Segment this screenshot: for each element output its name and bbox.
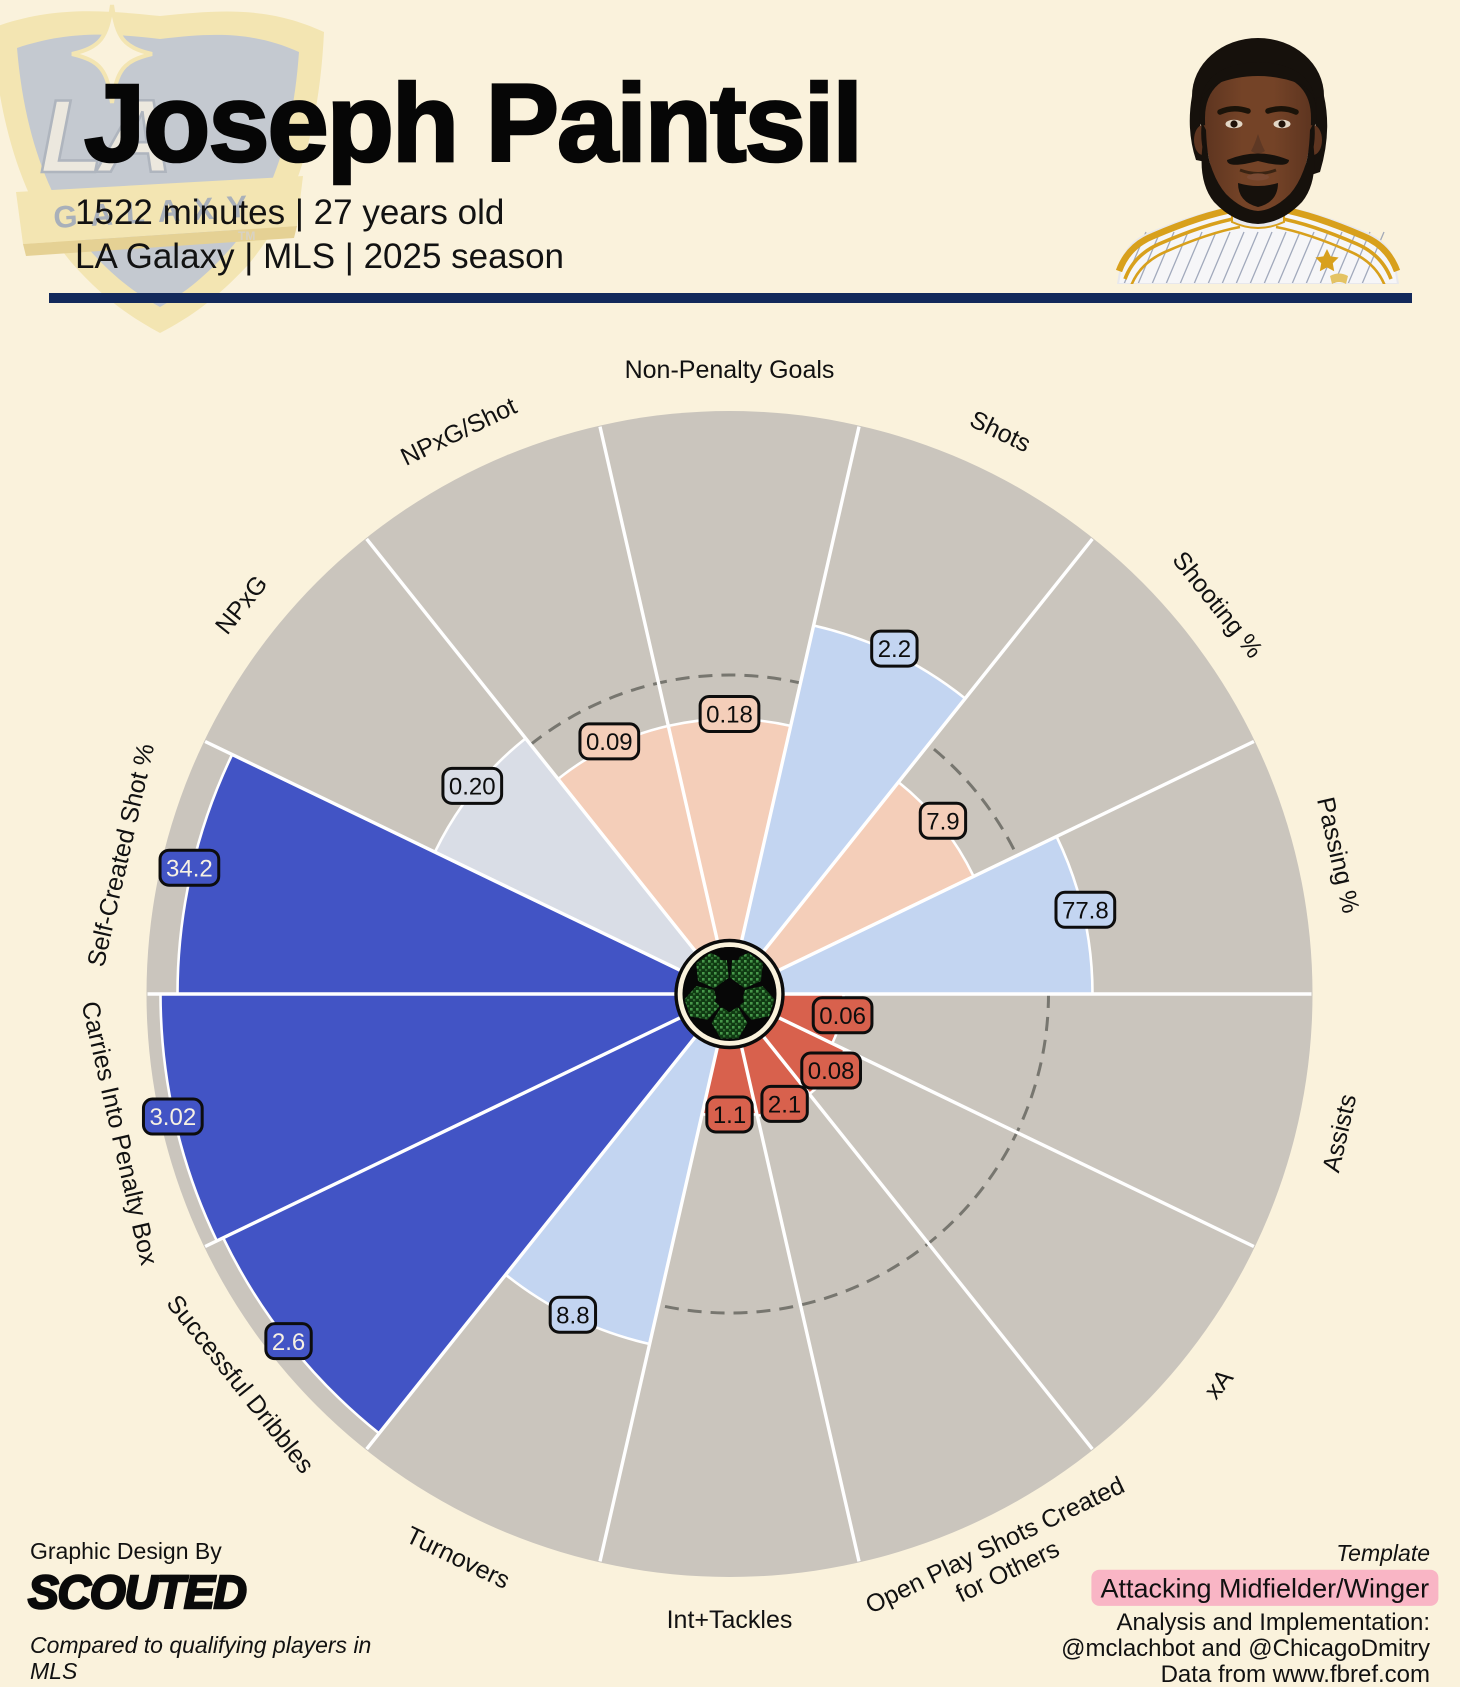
svg-text:Analysis and Implementation:: Analysis and Implementation: [1117,1609,1431,1636]
svg-text:SCOUTED: SCOUTED [28,1566,246,1618]
svg-text:Data from www.fbref.com: Data from www.fbref.com [1161,1661,1430,1687]
svg-text:2.6: 2.6 [272,1329,305,1356]
svg-text:34.2: 34.2 [166,855,213,882]
svg-text:1522 minutes | 27 years old: 1522 minutes | 27 years old [75,193,504,232]
svg-text:L: L [40,79,104,195]
svg-text:TM: TM [238,229,255,243]
svg-text:7.9: 7.9 [926,808,959,835]
svg-text:2.2: 2.2 [878,636,911,663]
svg-text:0.09: 0.09 [586,729,633,756]
svg-text:Int+Tackles: Int+Tackles [667,1606,793,1634]
svg-text:@mclachbot and @ChicagoDmitry: @mclachbot and @ChicagoDmitry [1061,1635,1430,1662]
svg-text:A: A [95,79,173,195]
svg-text:1.1: 1.1 [713,1102,746,1129]
svg-text:LA Galaxy | MLS | 2025 season: LA Galaxy | MLS | 2025 season [75,237,564,276]
svg-text:Compared to qualifying players: Compared to qualifying players in [30,1632,371,1658]
svg-text:3.02: 3.02 [149,1104,196,1131]
svg-text:Non-Penalty Goals: Non-Penalty Goals [625,356,835,384]
svg-text:0.08: 0.08 [808,1058,855,1085]
svg-text:MLS: MLS [30,1658,78,1684]
svg-text:Attacking Midfielder/Winger: Attacking Midfielder/Winger [1100,1574,1429,1604]
svg-text:Template: Template [1336,1540,1430,1566]
svg-text:8.8: 8.8 [556,1302,589,1329]
svg-text:77.8: 77.8 [1062,897,1109,924]
svg-text:Joseph Paintsil: Joseph Paintsil [84,62,861,185]
svg-text:0.06: 0.06 [819,1003,866,1030]
svg-text:0.18: 0.18 [706,702,753,729]
svg-text:2.1: 2.1 [768,1092,801,1119]
svg-text:0.20: 0.20 [449,773,496,800]
svg-text:Graphic Design By: Graphic Design By [30,1538,222,1564]
